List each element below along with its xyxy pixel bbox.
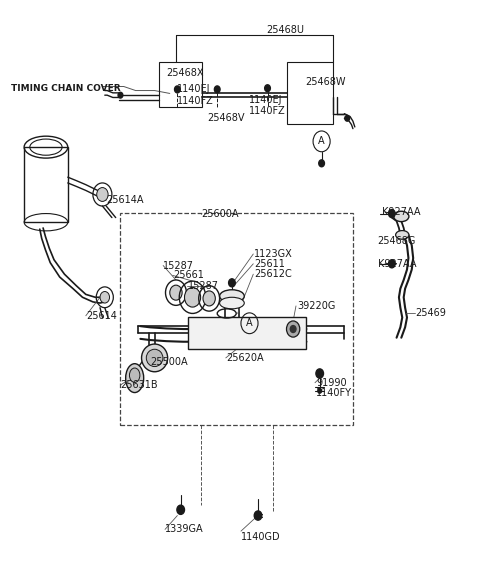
Text: 25614A: 25614A: [106, 195, 144, 205]
Text: 25468V: 25468V: [208, 113, 245, 123]
Text: 25468X: 25468X: [167, 68, 204, 78]
Bar: [24, 147, 68, 222]
Ellipse shape: [130, 368, 140, 382]
Text: 25614: 25614: [86, 311, 117, 321]
Bar: [159, 62, 202, 107]
Circle shape: [184, 287, 201, 307]
Ellipse shape: [394, 211, 409, 222]
Text: 25612C: 25612C: [254, 269, 292, 279]
Text: 25620A: 25620A: [227, 353, 264, 363]
Circle shape: [254, 511, 262, 520]
Text: 1140FY: 1140FY: [316, 388, 352, 398]
Circle shape: [118, 92, 123, 98]
Ellipse shape: [219, 290, 244, 303]
Circle shape: [287, 321, 300, 337]
Circle shape: [316, 369, 324, 378]
Circle shape: [228, 279, 235, 287]
Circle shape: [203, 291, 216, 306]
Text: 25468W: 25468W: [305, 78, 346, 87]
Circle shape: [215, 86, 220, 93]
Circle shape: [318, 388, 322, 393]
Circle shape: [170, 285, 182, 300]
Circle shape: [177, 505, 184, 514]
Text: 25600A: 25600A: [201, 209, 239, 219]
Text: 25469: 25469: [416, 308, 446, 318]
Text: A: A: [318, 136, 325, 146]
Text: 91990: 91990: [316, 378, 347, 388]
Circle shape: [100, 292, 109, 303]
Text: 1140EJ
1140FZ: 1140EJ 1140FZ: [249, 95, 285, 117]
Text: 25468G: 25468G: [378, 236, 416, 245]
Ellipse shape: [146, 349, 163, 367]
Ellipse shape: [142, 344, 168, 372]
Text: 1140GD: 1140GD: [241, 532, 281, 542]
Text: 25500A: 25500A: [150, 357, 188, 367]
Ellipse shape: [219, 297, 244, 309]
Circle shape: [345, 115, 349, 121]
Circle shape: [388, 209, 395, 217]
Text: 25611: 25611: [254, 259, 285, 269]
Text: A: A: [246, 318, 253, 328]
Text: K927AA: K927AA: [383, 207, 421, 217]
Circle shape: [264, 85, 270, 92]
Text: 1140EJ
1140FZ: 1140EJ 1140FZ: [178, 85, 214, 106]
Text: 25661: 25661: [174, 271, 204, 280]
Circle shape: [175, 86, 180, 93]
Text: 1339GA: 1339GA: [165, 524, 204, 535]
Text: K927AA: K927AA: [378, 259, 416, 269]
Ellipse shape: [396, 231, 409, 239]
Text: 25468U: 25468U: [266, 25, 304, 35]
Bar: [188, 318, 306, 349]
Circle shape: [96, 188, 108, 201]
Text: TIMING CHAIN COVER: TIMING CHAIN COVER: [12, 84, 121, 93]
Text: 25631B: 25631B: [120, 380, 158, 390]
Circle shape: [319, 160, 324, 167]
Bar: [120, 213, 353, 426]
Text: 1123GX: 1123GX: [254, 249, 293, 259]
Text: 39220G: 39220G: [297, 301, 336, 311]
Circle shape: [388, 260, 395, 268]
Ellipse shape: [126, 364, 144, 392]
Circle shape: [290, 325, 296, 332]
Text: 15287: 15287: [163, 261, 194, 271]
Text: 15287: 15287: [188, 281, 219, 291]
Bar: [288, 62, 333, 124]
